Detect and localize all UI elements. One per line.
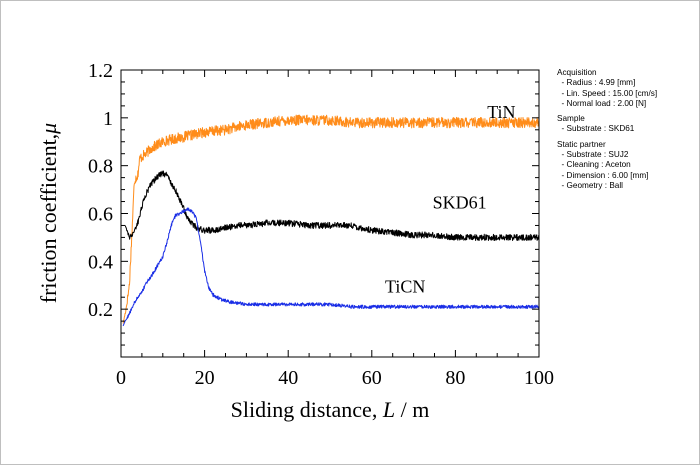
- series-line-skd61: [124, 170, 540, 241]
- x-axis-label: Sliding distance, L / m: [231, 397, 430, 422]
- series-label-ticn: TiCN: [385, 276, 425, 296]
- x-tick-label: 20: [195, 367, 215, 389]
- info-section-title: Acquisition: [557, 68, 597, 77]
- series-label-skd61: SKD61: [433, 193, 487, 213]
- series-line-ticn: [122, 207, 540, 327]
- series-line-tin: [122, 114, 540, 324]
- info-line: - Normal load : 2.00 [N]: [557, 98, 647, 108]
- info-line: - Substrate : SUJ2: [557, 150, 629, 160]
- x-tick-label: 40: [278, 367, 298, 389]
- y-tick-label: 0.4: [88, 251, 113, 273]
- series-label-tin: TiN: [487, 102, 515, 122]
- y-tick-label: 0.2: [88, 299, 113, 321]
- x-tick-label: 80: [445, 367, 465, 389]
- axes: 0 20 40 60 80 100 0.2 0.4 0.6 0.8 1 1.2: [88, 60, 554, 389]
- y-tick-label: 1: [103, 108, 113, 130]
- plot-area: [122, 114, 540, 327]
- info-line: - Geometry : Ball: [557, 180, 623, 190]
- y-tick-label: 0.6: [88, 204, 113, 226]
- info-line: - Radius : 4.99 [mm]: [557, 78, 636, 88]
- y-tick-label: 1.2: [88, 60, 113, 82]
- x-tick-label: 60: [362, 367, 382, 389]
- info-section-title: Static partner: [557, 139, 606, 149]
- info-line: - Substrate : SKD61: [557, 124, 635, 134]
- plot-border: [120, 69, 540, 358]
- x-tick-label: 100: [524, 367, 554, 389]
- info-section-title: Sample: [557, 114, 585, 124]
- info-line: - Cleaning : Aceton: [557, 160, 631, 170]
- info-line: - Dimension : 6.00 [mm]: [557, 170, 649, 180]
- test-parameters-panel: Acquisition - Radius : 4.99 [mm] - Lin. …: [557, 68, 693, 191]
- y-axis-label: friction coefficient,μ: [36, 123, 61, 303]
- info-line: - Lin. Speed : 15.00 [cm/s]: [557, 88, 658, 98]
- x-tick-label: 0: [116, 367, 126, 389]
- y-tick-label: 0.8: [88, 156, 113, 178]
- chart-labels: TiN SKD61 TiCN Sliding distance, L / m frict…: [36, 102, 516, 422]
